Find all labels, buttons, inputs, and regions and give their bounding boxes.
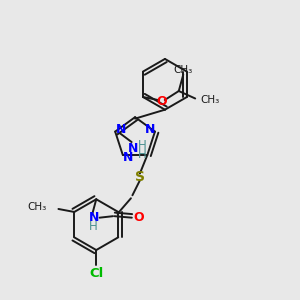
Text: O: O (156, 95, 167, 108)
Text: Cl: Cl (89, 267, 103, 280)
Text: H: H (138, 140, 146, 152)
Text: H: H (138, 148, 146, 161)
Text: N: N (123, 152, 133, 164)
Text: N: N (88, 211, 99, 224)
Text: O: O (133, 211, 144, 224)
Text: CH₃: CH₃ (200, 95, 220, 105)
Text: N: N (116, 123, 126, 136)
Text: CH₃: CH₃ (27, 202, 46, 212)
Text: H: H (89, 220, 98, 232)
Text: N: N (128, 142, 138, 154)
Text: S: S (135, 170, 145, 184)
Text: N: N (144, 123, 155, 136)
Text: CH₃: CH₃ (174, 64, 193, 74)
